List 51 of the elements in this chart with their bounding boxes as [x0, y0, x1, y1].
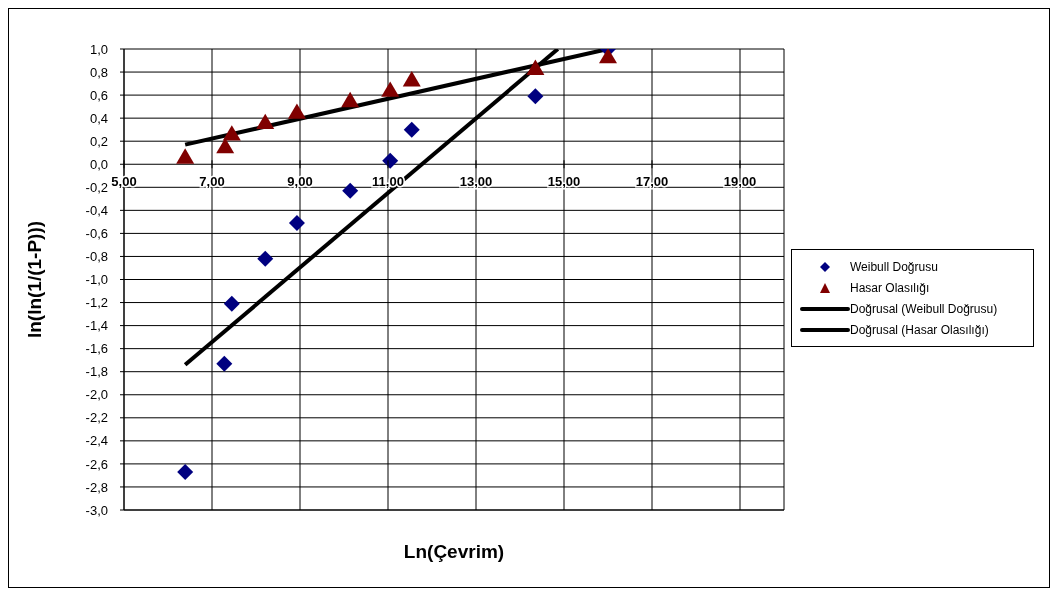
point: [177, 463, 194, 480]
point: [176, 148, 195, 164]
point: [526, 59, 545, 75]
y-tick-label: 0,6: [89, 87, 108, 103]
legend-label: Doğrusal (Weibull Doğrusu): [850, 301, 998, 316]
point: [527, 88, 544, 105]
point: [382, 152, 399, 169]
y-tick-label: -1,8: [85, 364, 108, 380]
point: [223, 295, 240, 312]
y-tick-label: -0,4: [85, 202, 108, 218]
x-axis-title: Ln(Çevrim): [403, 541, 505, 562]
y-tick-label: -1,2: [85, 295, 108, 311]
point: [216, 355, 233, 372]
x-tick-label: 9,00: [287, 174, 313, 190]
point: [222, 125, 241, 141]
y-tick-label: 0,4: [89, 110, 108, 126]
y-tick-label: -0,8: [85, 249, 108, 265]
x-tick-label: 17,00: [635, 174, 669, 190]
point: [381, 81, 400, 97]
y-tick-label: 0,0: [89, 156, 108, 172]
legend-label: Weibull Doğrusu: [850, 259, 938, 274]
y-tick-label: 0,2: [89, 133, 108, 149]
y-tick-label: -1,4: [85, 318, 108, 334]
legend-label: Hasar Olasılığı: [850, 280, 930, 295]
x-tick-label: 13,00: [459, 174, 493, 190]
y-tick-label: -2,0: [85, 387, 108, 403]
y-tick-label: -2,4: [85, 433, 108, 449]
y-tick-label: 1,0: [89, 41, 108, 57]
x-tick-label: 7,00: [199, 174, 225, 190]
point: [402, 71, 421, 87]
point: [342, 182, 359, 199]
y-tick-label: -0,2: [85, 179, 108, 195]
x-tick-label: 15,00: [547, 174, 581, 190]
y-tick-label: -3,0: [85, 502, 108, 518]
point: [256, 113, 275, 130]
point: [599, 49, 617, 64]
legend-label: Doğrusal (Hasar Olasılığı): [850, 322, 989, 337]
point: [287, 103, 306, 119]
point: [257, 250, 274, 267]
y-tick-label: -2,8: [85, 479, 108, 495]
y-tick-label: -1,0: [85, 272, 108, 288]
y-tick-label: -2,2: [85, 410, 108, 426]
x-tick-label: 19,00: [723, 174, 757, 190]
point: [403, 121, 420, 138]
y-tick-label: 0,8: [89, 64, 108, 80]
point: [288, 215, 305, 232]
point: [341, 91, 360, 108]
y-tick-label: -2,6: [85, 456, 108, 472]
y-tick-label: -1,6: [85, 341, 108, 357]
y-axis-title: ln(ln(1/(1-P))): [23, 220, 45, 339]
y-tick-label: -0,6: [85, 226, 108, 242]
